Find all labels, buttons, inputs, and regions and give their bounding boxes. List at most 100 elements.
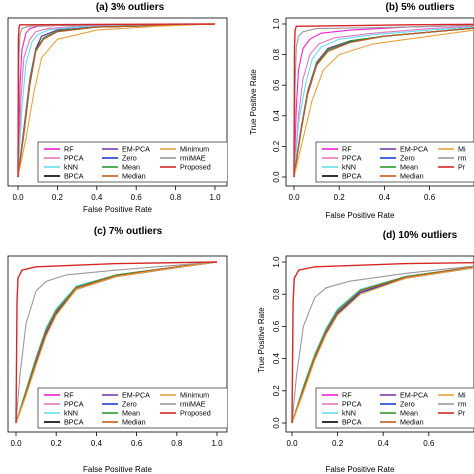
series-group [293,23,474,178]
series-line-mi [291,267,474,424]
plot-frame [285,17,474,187]
legend-label: BPCA [342,172,362,181]
x-tick-label: 0.2 [52,193,64,202]
x-tick-label: 0.8 [170,193,182,202]
x-tick-label: 0.4 [91,193,103,202]
series-line-minimum [17,23,216,178]
chart-title: (b) 5% outliers [386,2,455,13]
chart-panel-2: (b) 5% outliers 0.0 0.2 0.4 0.6 False Positiv… [249,2,474,220]
legend-label: Minimum [180,391,209,400]
plot-frame [7,255,228,433]
legend-label: Minimum [180,145,209,154]
legend-label: RF [64,145,74,154]
series-line-pr [293,23,474,178]
legend-label: EM-PCA [122,145,150,154]
series-line-rm [291,265,474,424]
series-line-proposed [17,23,216,178]
series-line-rmimae [15,261,218,424]
series-group [291,261,474,424]
legend-label: rmiMAE [180,154,206,163]
legend-label: Median [122,418,146,427]
series-line-minimum [15,261,218,424]
legend-label: EM-PCA [122,391,150,400]
series-line-mi [293,29,474,178]
series-line-median [293,27,474,178]
legend-label: rmiMAE [180,400,206,409]
legend-label: Median [400,172,424,181]
x-axis-label: False Positive Rate [83,205,152,214]
y-tick-label: 0.6 [272,79,281,91]
chart-panel-4: (d) 10% outliers 0.0 0.2 0.4 0.6 False Positi… [257,230,474,474]
legend-label: Zero [122,154,137,163]
chart-panel-3: (c) 7% outliers 0.0 0.2 0.4 0.6 0.8 1.0 False P… [7,226,228,474]
legend-box [37,141,227,183]
x-tick-label: 0.0 [286,439,298,448]
x-tick-label: 0.2 [51,439,63,448]
x-tick-label: 0.4 [379,193,391,202]
series-group [17,23,216,178]
x-tick-label: 1.0 [211,439,223,448]
series-group [15,261,218,424]
chart-title: (d) 10% outliers [383,230,458,241]
legend-label: kNN [342,163,356,172]
legend-label: Proposed [180,163,211,172]
legend-label: Mi [458,391,466,400]
legend-label: RF [342,391,352,400]
legend-label: PPCA [342,400,362,409]
series-line-ppca [17,23,216,178]
y-tick-label: 1.0 [272,256,281,268]
y-tick-label: 0.4 [272,352,281,364]
y-tick-label: 0.8 [272,48,281,60]
legend-label: BPCA [342,418,362,427]
series-line-median [291,266,474,424]
y-tick-label: 0.0 [272,171,281,183]
y-tick-label: 0.2 [272,140,281,152]
x-tick-label: 0.6 [424,193,436,202]
y-tick-label: 0.2 [272,385,281,397]
legend-label: BPCA [64,418,84,427]
legend-label: Zero [400,154,415,163]
y-tick-label: 0.4 [272,110,281,122]
legend-box [37,387,227,429]
legend-label: PPCA [64,154,84,163]
legend-label: Proposed [180,409,211,418]
legend-label: Median [122,172,146,181]
series-line-ppca [293,25,474,178]
legend-label: kNN [342,409,356,418]
legend-label: Mi [458,145,466,154]
chart-title: (c) 7% outliers [94,226,163,237]
legend-label: Pr [458,163,466,172]
series-line-rm [293,24,474,178]
legend-label: Zero [400,400,415,409]
chart-panel-1: (a) 3% outliers 0.0 0.2 0.4 0.6 0.8 1.0 False P… [7,2,228,214]
x-axis-label: False Positive Rate [83,465,152,474]
x-tick-label: 0.4 [378,439,390,448]
legend-label: Mean [400,163,418,172]
x-tick-label: 0.6 [423,439,435,448]
legend-label: Zero [122,400,137,409]
x-tick-label: 0.0 [10,439,22,448]
legend-label: RF [342,145,352,154]
x-axis-label: False Positive Rate [326,465,395,474]
y-axis-label: True Positive Rate [257,307,266,373]
x-tick-label: 0.4 [91,439,103,448]
x-tick-label: 0.2 [332,439,344,448]
legend-label: Mean [400,409,418,418]
x-tick-label: 0.2 [334,193,346,202]
y-tick-label: 0.0 [272,417,281,429]
legend-label: EM-PCA [400,145,428,154]
y-axis-label: True Positive Rate [249,69,258,135]
x-axis-label: False Positive Rate [326,211,395,220]
legend-label: PPCA [342,154,362,163]
x-tick-label: 0.0 [12,193,24,202]
y-tick-label: 0.8 [272,288,281,300]
legend-label: Median [400,418,424,427]
series-line-pr [291,261,474,424]
legend-label: kNN [64,409,78,418]
legend-label: RF [64,391,74,400]
